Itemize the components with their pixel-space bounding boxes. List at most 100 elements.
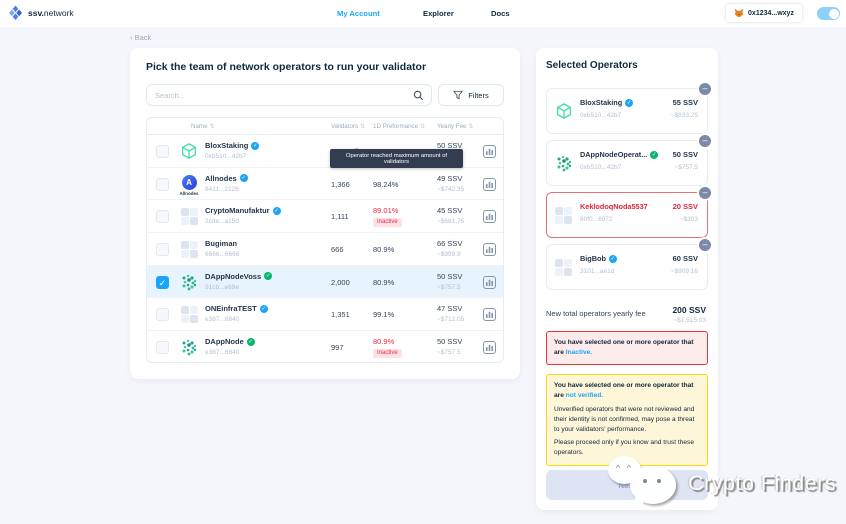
operator-address: 0xb510...42b7	[580, 112, 622, 119]
operator-logo: Allnodes	[176, 174, 202, 196]
filters-button[interactable]: Filters	[438, 84, 504, 106]
operator-address: e387...6840	[205, 316, 240, 324]
picker-title: Pick the team of network operators to ru…	[146, 61, 427, 73]
network-toggle[interactable]	[817, 7, 840, 20]
sort-icon	[208, 123, 215, 130]
column-header-performance[interactable]: 1D Preformance	[373, 123, 425, 130]
performance-value: 89.01%	[373, 206, 399, 216]
operator-checkbox[interactable]	[156, 308, 169, 322]
inactive-badge: Inactive	[373, 348, 402, 358]
search-input[interactable]	[155, 85, 413, 105]
performance-value: 80.9%	[373, 277, 395, 287]
brand[interactable]: ssv.network	[8, 5, 74, 21]
table-row[interactable]: Allnodes Allnodes 8411...2126 1,366 98.2…	[147, 168, 503, 201]
operator-checkbox[interactable]	[156, 210, 169, 224]
placeholder-logo-icon	[180, 208, 198, 226]
operator-checkbox[interactable]	[156, 243, 169, 257]
verified-icon	[272, 206, 281, 215]
operator-logo	[176, 305, 202, 324]
column-header-name[interactable]: Name	[191, 123, 215, 130]
filters-label: Filters	[468, 90, 489, 100]
sort-icon	[418, 123, 425, 130]
validators-count: 997	[331, 343, 344, 353]
operator-stats-icon[interactable]	[483, 210, 496, 224]
verified-icon	[259, 304, 268, 313]
operator-logo	[176, 273, 202, 292]
operator-checkbox[interactable]	[156, 341, 169, 355]
remove-operator-icon[interactable]	[699, 239, 711, 251]
fee-value: 50 SSV	[437, 271, 463, 281]
operator-name: ONEinfraTEST	[205, 304, 257, 314]
operator-name: CryptoManufaktur	[205, 206, 270, 216]
fee-value: 50 SSV	[672, 150, 698, 159]
wallet-chip[interactable]: 0x1234...wxyz	[726, 4, 802, 22]
operator-checkbox[interactable]	[156, 145, 169, 158]
top-nav-bar: ssv.network My Account Explorer Docs 0x1…	[0, 0, 846, 27]
fee-usd: ~$712.05	[437, 316, 465, 324]
column-header-validators[interactable]: Validators	[331, 123, 365, 130]
not-verified-link[interactable]: not verified.	[565, 391, 604, 399]
operator-name: DAppNodeVoss	[205, 271, 262, 281]
operator-stats-icon[interactable]	[483, 275, 496, 289]
operator-checkbox[interactable]	[156, 275, 169, 289]
fee-usd: ~$757.5	[437, 349, 461, 357]
total-fee-value: 200 SSV	[672, 305, 706, 315]
placeholder-logo-icon	[180, 306, 198, 324]
sort-icon	[466, 123, 473, 130]
verified-icon	[608, 254, 617, 263]
operator-address: 6666...6666	[205, 251, 240, 259]
nav-docs[interactable]: Docs	[491, 9, 510, 18]
operator-picker-card: Pick the team of network operators to ru…	[130, 48, 520, 379]
operator-logo	[176, 240, 202, 259]
remove-operator-icon[interactable]	[699, 187, 711, 199]
metamask-icon	[734, 8, 744, 17]
fee-usd: ~$681.75	[437, 218, 465, 226]
fee-value: 49 SSV	[437, 173, 463, 183]
table-row[interactable]: Bugiman 6666...6666 666 80.9% 66 SSV ~$99…	[147, 233, 503, 266]
performance-value: 99.1%	[373, 310, 395, 320]
bloxstaking-logo-icon	[556, 103, 572, 119]
remove-operator-icon[interactable]	[699, 135, 711, 147]
operator-address: 8411...2126	[205, 185, 239, 193]
search-icon[interactable]	[413, 90, 424, 101]
operator-name: BigBob	[580, 254, 606, 263]
operator-address: e387...6840	[205, 349, 240, 357]
brand-name: ssv.network	[28, 8, 74, 18]
remove-operator-icon[interactable]	[699, 83, 711, 95]
nav-explorer[interactable]: Explorer	[423, 9, 454, 18]
sort-icon	[358, 123, 365, 130]
fee-usd: ~$757.5	[674, 164, 698, 171]
table-row[interactable]: ONEinfraTEST e387...6840 1,351 99.1% 47 …	[147, 298, 503, 332]
selected-operator-card: BigBob 3101...ae1d 60 SSV ~$909.16	[546, 239, 711, 290]
table-row[interactable]: DAppNode e387...6840 997 80.9% Inactive …	[147, 331, 503, 362]
operator-stats-icon[interactable]	[483, 145, 496, 158]
dappnode-logo-icon	[557, 155, 572, 172]
placeholder-logo-icon	[555, 207, 572, 224]
operator-checkbox[interactable]	[156, 177, 169, 191]
back-link[interactable]: ‹ Back	[130, 33, 152, 42]
operator-stats-icon[interactable]	[483, 341, 496, 355]
search-box	[146, 84, 432, 106]
fee-usd: ~$999.9	[437, 251, 461, 259]
table-row[interactable]: DAppNodeVoss 91cb...e69e 2,000 80.9% 50 …	[147, 265, 503, 299]
operator-stats-icon[interactable]	[483, 243, 496, 257]
operator-stats-icon[interactable]	[483, 177, 496, 191]
nav-my-account[interactable]: My Account	[337, 9, 380, 18]
max-validators-tooltip: Operator reached maximum amount of valid…	[330, 149, 463, 168]
next-button[interactable]: Next	[546, 470, 708, 500]
fee-value: 55 SSV	[672, 98, 698, 107]
verified-icon	[251, 141, 260, 150]
fee-value: 20 SSV	[672, 202, 698, 211]
operator-address: 0xb510...42b7	[205, 153, 247, 160]
inactive-link[interactable]: Inactive.	[565, 348, 593, 356]
operator-name: BloxStaking	[205, 141, 249, 150]
validators-count: 2,000	[331, 277, 350, 287]
dappnode-logo-icon	[182, 274, 196, 291]
operator-logo	[176, 207, 202, 226]
placeholder-logo-icon	[555, 259, 572, 276]
selected-operator-card: BloxStaking 0xb510...42b7 55 SSV ~$833.2…	[546, 83, 711, 134]
column-header-fee[interactable]: Yearly Fee	[437, 123, 473, 130]
operator-stats-icon[interactable]	[483, 308, 496, 322]
operator-name: BloxStaking	[580, 98, 623, 107]
table-row[interactable]: CryptoManufaktur 2cde...a15d 1,111 89.01…	[147, 200, 503, 234]
